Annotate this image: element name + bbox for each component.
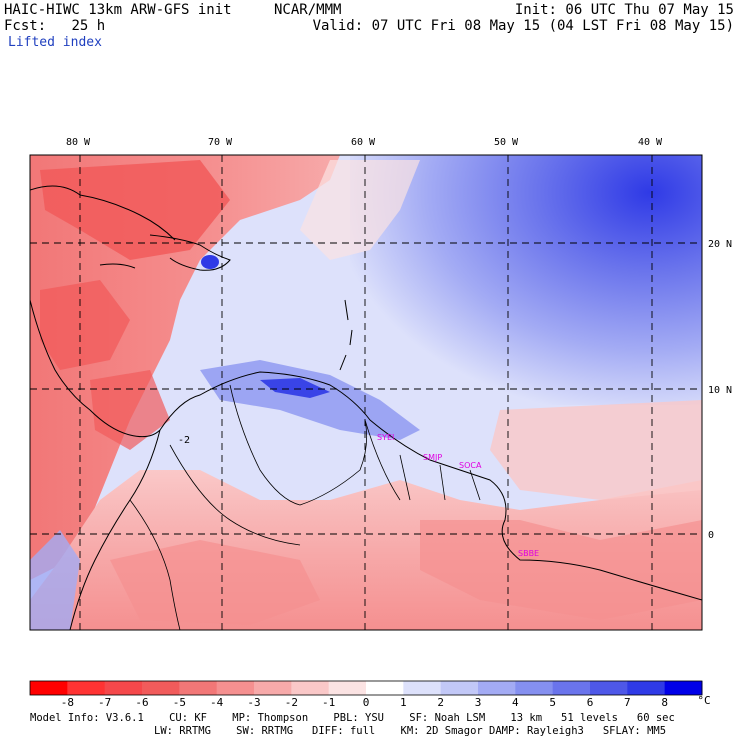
colorbar-tick-label: 3 — [474, 696, 482, 709]
coastlines — [30, 185, 702, 630]
colorbar-tick-label: -5 — [172, 696, 186, 709]
lon-label-50w: 50 W — [494, 137, 519, 148]
colorbar-swatch — [179, 681, 218, 695]
model-info-line2: LW: RRTMG SW: RRTMG DIFF: full KM: 2D Sm… — [154, 725, 667, 737]
colorbar-tick-label: -3 — [247, 696, 261, 709]
lon-label-70w: 70 W — [208, 137, 233, 148]
colorbar-swatch — [403, 681, 442, 695]
colorbar-tick-label: 4 — [512, 696, 519, 709]
colorbar-swatch — [30, 681, 68, 695]
colorbar-swatch — [67, 681, 106, 695]
colorbar-tick-label: 5 — [549, 696, 556, 709]
colorbar-tick-label: 7 — [624, 696, 631, 709]
lat-label-0: 0 — [708, 530, 714, 541]
colorbar-frame — [29, 680, 703, 696]
station-sbbe: SBBE — [518, 549, 539, 558]
colorbar-swatch — [664, 681, 703, 695]
model-info-line1: Model Info: V3.6.1 CU: KF MP: Thompson P… — [30, 712, 675, 724]
field-name: Lifted index — [8, 35, 102, 50]
station-smjp: SMJP — [423, 453, 442, 462]
colorbar-swatch — [254, 681, 292, 695]
colorbar-tick-label: -7 — [98, 696, 112, 709]
colorbar-tick-label: 6 — [586, 696, 594, 709]
colorbar-unit: °C — [697, 694, 711, 707]
forecast-label: Fcst: 25 h — [4, 18, 106, 34]
colorbar-tick-label: 0 — [362, 696, 370, 709]
init-time: Init: 06 UTC Thu 07 May 15 — [514, 2, 734, 18]
lon-label-60w: 60 W — [351, 137, 376, 148]
colorbar-swatch — [142, 681, 180, 695]
lat-label-20n: 20 N — [708, 239, 732, 250]
org-label: NCAR/MMM — [274, 2, 342, 18]
colorbar-swatch — [440, 681, 479, 695]
station-soca: SOCA — [459, 461, 482, 470]
colorbar-swatch — [291, 681, 330, 695]
colorbar-tick-label: -2 — [284, 696, 298, 709]
colorbar-tick-label: -1 — [322, 696, 336, 709]
colorbar-tick-label: -4 — [210, 696, 224, 709]
colorbar-tick-label: 2 — [437, 696, 444, 709]
lat-label-10n: 10 N — [708, 385, 732, 396]
colorbar-swatch — [590, 681, 628, 695]
station-syei: SYEI — [377, 433, 394, 442]
model-title: HAIC-HIWC 13km ARW-GFS init — [4, 2, 232, 18]
map-field — [30, 155, 702, 630]
colorbar-swatch — [366, 681, 404, 695]
colorbar-swatch — [328, 681, 367, 695]
grid-lines — [30, 155, 702, 630]
colorbar-tick-label: -6 — [135, 696, 149, 709]
colorbar-swatch — [627, 681, 666, 695]
country-borders — [129, 384, 481, 630]
colorbar-swatch — [216, 681, 255, 695]
colorbar-swatch — [515, 681, 554, 695]
colorbar-tick-label: -8 — [60, 696, 74, 709]
colorbar-swatch — [104, 681, 143, 695]
colorbar-tick-label: 1 — [400, 696, 407, 709]
valid-time: Valid: 07 UTC Fri 08 May 15 (04 LST Fri … — [312, 18, 734, 34]
colorbar-tick-label: 8 — [661, 696, 668, 709]
lon-label-80w: 80 W — [66, 137, 91, 148]
colorbar-swatch — [478, 681, 516, 695]
colorbar — [29, 680, 703, 696]
lon-label-40w: 40 W — [638, 137, 663, 148]
contour-label: -2 — [178, 435, 190, 446]
map-frame — [29, 154, 703, 631]
colorbar-swatch — [552, 681, 591, 695]
